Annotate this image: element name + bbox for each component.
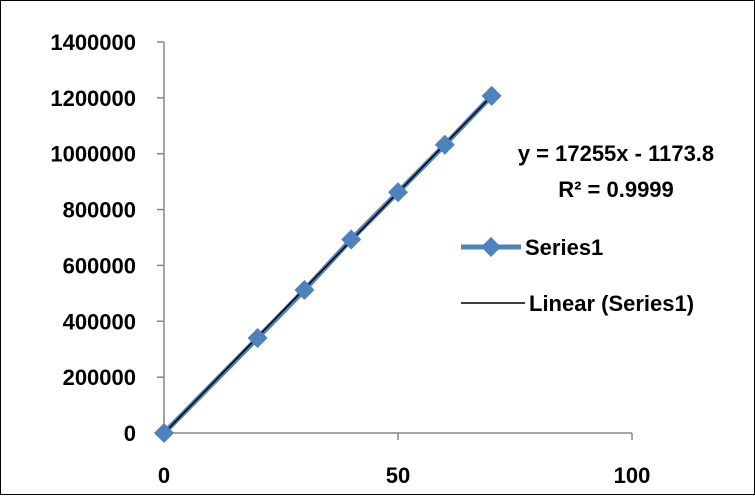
series1-point [341,229,362,250]
legend-trendline-label: Linear (Series1) [529,291,694,316]
x-tick-label: 100 [614,463,651,488]
x-tick-label: 0 [158,463,170,488]
series1-point [434,134,455,155]
series1-point [154,423,174,443]
trendline [163,95,493,434]
series1-point [247,328,268,349]
series1-point [388,182,408,203]
y-tick-label: 200000 [63,365,136,390]
x-tick-label: 50 [386,463,410,488]
axes: 0 200000 400000 600000 800000 1000000 1200000 1… [50,30,650,488]
trendline-r-squared: R² = 0.9999 [558,177,674,202]
y-tick-label: 1000000 [50,142,136,167]
legend-series1-label: Series1 [525,235,603,260]
y-tick-label: 600000 [63,253,136,278]
legend-series1-swatch-marker [481,237,501,257]
y-tick-label: 0 [124,421,136,446]
y-tick-label: 400000 [63,309,136,334]
y-tick-label: 1400000 [50,30,136,55]
y-tick-label: 1200000 [50,86,136,111]
series1-point [294,280,315,301]
series1-point [481,85,502,106]
legend: Series1 Linear (Series1) [461,235,694,316]
trendline-equation: y = 17255x - 1173.8 [518,141,714,166]
y-tick-label: 800000 [63,198,136,223]
plot-area [154,85,502,443]
